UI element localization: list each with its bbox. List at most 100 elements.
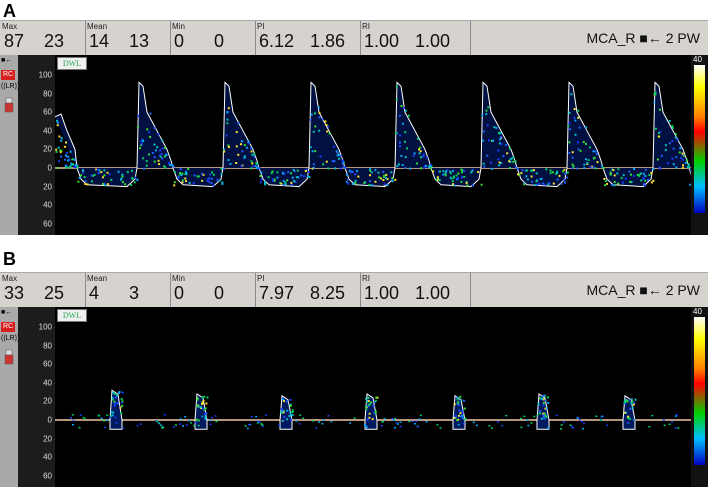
noise-speckle [627, 417, 630, 420]
noise-speckle [651, 414, 654, 417]
spectral-speckle [204, 417, 207, 420]
noise-speckle [257, 420, 260, 422]
spectral-speckle [71, 158, 74, 161]
spectral-speckle [664, 149, 667, 152]
spectral-speckle [156, 146, 159, 149]
lr-toggle[interactable]: ((LR)) [1, 335, 20, 342]
spectral-display: DWL [55, 55, 691, 235]
spectral-speckle [531, 169, 534, 172]
spectral-speckle [461, 416, 464, 419]
noise-speckle [106, 419, 109, 421]
spectral-speckle [549, 169, 552, 172]
spectral-speckle [64, 158, 66, 161]
noise-speckle [463, 418, 466, 420]
spectral-speckle [502, 155, 505, 158]
spectral-speckle [442, 173, 445, 176]
spectral-speckle [409, 167, 411, 170]
spectral-speckle [146, 128, 149, 131]
spectral-speckle [173, 171, 176, 174]
spectral-speckle [517, 173, 519, 176]
spectral-speckle [543, 183, 546, 186]
marker-arrow-icon[interactable]: ■← [1, 57, 13, 64]
spectral-speckle [371, 418, 374, 421]
spectral-speckle [674, 136, 677, 139]
spectral-speckle [321, 118, 324, 121]
spectral-speckle [633, 168, 635, 170]
spectral-speckle [151, 152, 154, 154]
spectral-speckle [541, 177, 544, 180]
spectral-speckle [470, 171, 473, 174]
noise-speckle [72, 419, 75, 422]
spectral-speckle [336, 151, 339, 154]
spectral-speckle [490, 167, 493, 170]
spectral-speckle [654, 91, 657, 94]
spectral-speckle [374, 412, 377, 415]
spectral-speckle [60, 155, 63, 158]
spectral-speckle [537, 403, 540, 406]
spectral-speckle [356, 170, 358, 172]
rc-button[interactable]: RC [1, 70, 15, 80]
spectral-speckle [632, 403, 635, 406]
mean-value-1: 14 [89, 31, 110, 51]
spectral-speckle [103, 182, 106, 185]
spectral-speckle [378, 176, 381, 179]
spectral-speckle [690, 171, 691, 174]
spectral-speckle [568, 111, 571, 114]
spectral-speckle [336, 154, 339, 157]
noise-speckle [261, 424, 264, 426]
spectral-speckle [206, 179, 209, 182]
min-value-1: 0 [174, 31, 185, 51]
lr-toggle[interactable]: ((LR)) [1, 83, 20, 90]
spectral-speckle [536, 179, 539, 182]
ri-value-1: 1.00 [364, 283, 400, 303]
noise-speckle [530, 422, 533, 424]
noise-speckle [103, 420, 106, 422]
noise-speckle [391, 418, 394, 420]
spectral-speckle [498, 142, 501, 145]
spectral-speckle [284, 183, 287, 186]
spectral-speckle [591, 165, 594, 168]
spectral-speckle [369, 169, 372, 172]
spectral-speckle [644, 179, 647, 182]
max-label: Max [2, 22, 18, 31]
rc-button[interactable]: RC [1, 322, 15, 332]
noise-speckle [394, 417, 397, 420]
spectral-speckle [672, 126, 674, 129]
spectral-speckle [222, 168, 225, 171]
marker-arrow-icon[interactable]: ■← [1, 309, 13, 316]
noise-speckle [414, 423, 416, 425]
spectral-speckle [271, 170, 274, 173]
spectral-speckle [273, 179, 276, 182]
spectral-speckle [585, 142, 587, 145]
noise-speckle [209, 419, 212, 422]
noise-speckle [560, 428, 563, 430]
spectral-speckle [367, 405, 370, 408]
noise-speckle [571, 426, 574, 428]
color-gradient [694, 317, 705, 465]
spectral-speckle [526, 178, 529, 181]
spectral-speckle [318, 111, 321, 114]
spectral-speckle [180, 174, 183, 176]
spectral-speckle [309, 146, 312, 149]
mean-value-2: 3 [129, 283, 140, 303]
spectral-speckle [210, 177, 213, 180]
spectral-speckle [226, 111, 229, 114]
spectral-speckle [638, 174, 641, 177]
spectral-speckle [463, 175, 466, 178]
spectral-speckle [354, 173, 357, 176]
noise-speckle [162, 426, 165, 429]
spectral-speckle [173, 181, 176, 184]
spectral-speckle [157, 159, 160, 162]
spectral-speckle [157, 133, 160, 136]
spectral-speckle [121, 391, 124, 394]
spectral-speckle [65, 166, 68, 169]
spectral-speckle [508, 160, 511, 163]
spectral-speckle [417, 137, 419, 140]
spectral-speckle [652, 168, 655, 171]
spectral-speckle [456, 398, 459, 401]
spectral-speckle [67, 155, 70, 158]
spectral-speckle [137, 126, 139, 129]
spectral-speckle [609, 173, 612, 176]
spectral-speckle [419, 150, 422, 153]
noise-speckle [472, 421, 475, 424]
